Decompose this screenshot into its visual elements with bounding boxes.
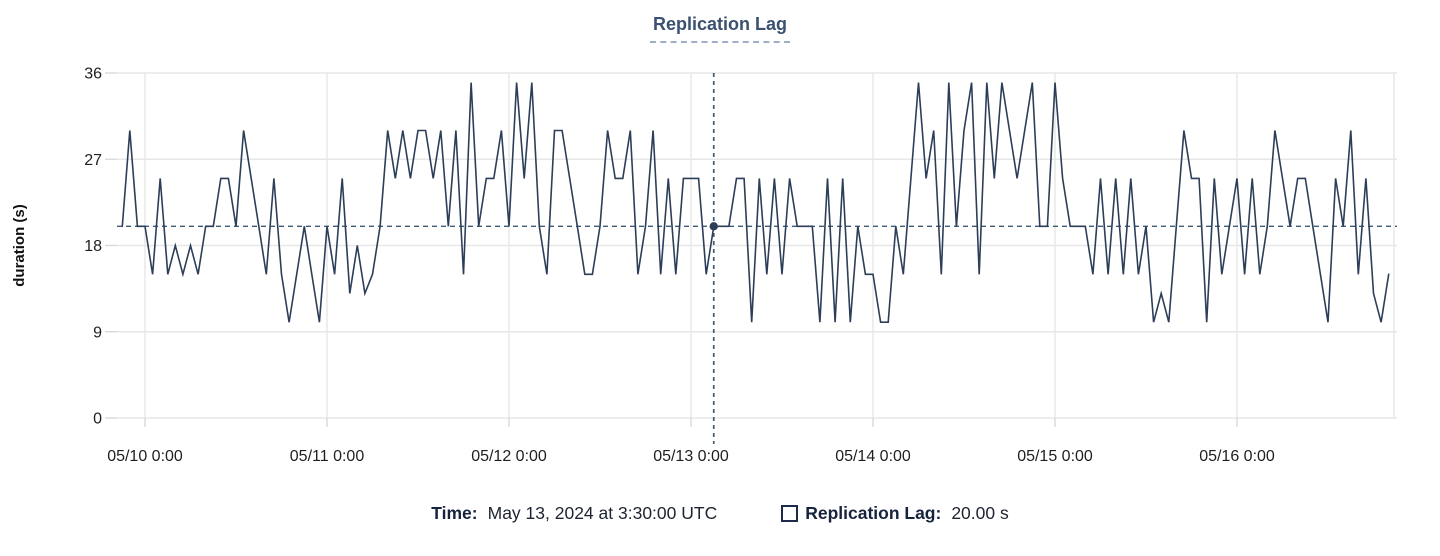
series-value: 20.00 s xyxy=(951,503,1009,523)
chart-title-row: Replication Lag xyxy=(0,14,1440,43)
x-tick-label: 05/13 0:00 xyxy=(653,448,729,465)
y-tick-label: 36 xyxy=(84,66,102,83)
x-tick-label: 05/10 0:00 xyxy=(107,448,183,465)
crosshair-readout: Time: May 13, 2024 at 3:30:00 UTC Replic… xyxy=(0,503,1440,524)
y-tick-label: 18 xyxy=(84,238,102,255)
series-line-replication-lag xyxy=(121,82,1390,324)
x-tick-label: 05/11 0:00 xyxy=(290,448,365,465)
x-tick-label: 05/16 0:00 xyxy=(1199,448,1275,465)
chart-title[interactable]: Replication Lag xyxy=(649,14,790,43)
y-axis-title: duration (s) xyxy=(11,204,28,287)
time-label: Time: xyxy=(431,503,478,523)
x-tick-label: 05/15 0:00 xyxy=(1017,448,1093,465)
legend-swatch-icon xyxy=(781,505,799,522)
x-tick-label: 05/14 0:00 xyxy=(835,448,911,465)
legend-item-replication-lag[interactable]: Replication Lag: 20.00 s xyxy=(781,503,1009,524)
y-tick-label: 0 xyxy=(93,411,102,428)
replication-lag-chart[interactable]: 0 9 18 27 36 05/10 0:00 05/11 0:00 05/12 0:00 05… xyxy=(0,0,1440,485)
y-tick-label: 9 xyxy=(93,324,102,341)
time-value: May 13, 2024 at 3:30:00 UTC xyxy=(487,503,718,523)
y-tick-label: 27 xyxy=(84,152,102,169)
x-tick-label: 05/12 0:00 xyxy=(471,448,547,465)
crosshair-dot xyxy=(709,222,718,231)
series-label: Replication Lag: xyxy=(805,503,942,523)
